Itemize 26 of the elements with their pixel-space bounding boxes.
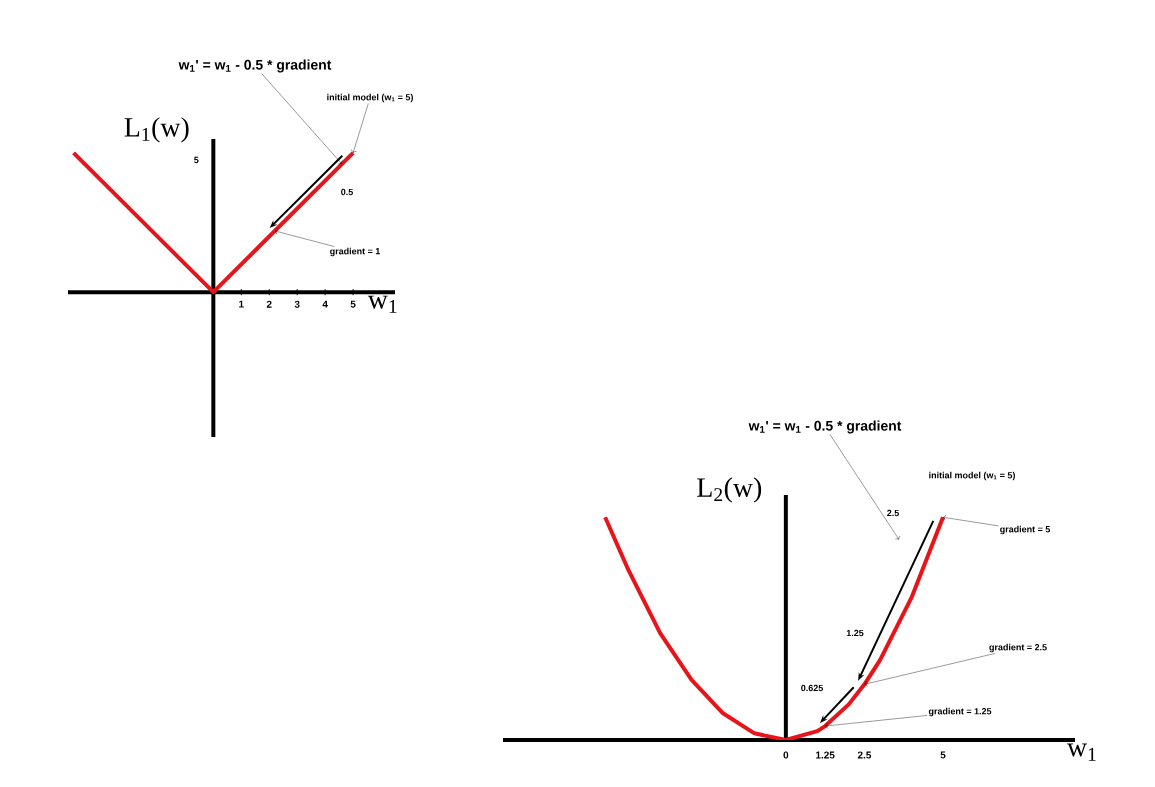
x-tick-label: 5 — [350, 300, 356, 308]
x-tick-label: 4 — [322, 300, 328, 308]
x-tick-label: 1.25 — [816, 751, 835, 759]
text: 2.5 — [887, 509, 899, 517]
text: w$_{1}$' = w$_{1}$ - 0.5 * gradient — [178, 59, 332, 73]
annotation: gradient = 5 — [1000, 525, 1051, 535]
annotation: 0.5 — [341, 188, 353, 196]
annotation: gradient = 2.5 — [989, 643, 1047, 653]
x-axis-title: w$_{1}$ — [1066, 743, 1096, 761]
x-tick-label: 1 — [239, 300, 244, 308]
annotation: gradient = 1 — [330, 247, 381, 257]
y-axis-title: L$_{1}$(w) — [124, 117, 189, 143]
annotation: 1.25 — [846, 629, 864, 637]
x-tick-label: 3 — [294, 300, 300, 308]
y-axis-title: L$_{2}$(w) — [697, 477, 762, 503]
x-tick-label: 5 — [940, 751, 946, 759]
annotation: gradient = 1.25 — [928, 707, 992, 717]
x-axis-title: w$_{1}$ — [367, 295, 397, 313]
annotation: 5 — [194, 156, 199, 164]
x-tick-label: 0 — [783, 751, 789, 759]
annotation: 0.625 — [801, 684, 823, 692]
x-tick-label: 2 — [266, 300, 272, 308]
x-tick-label: 2.5 — [857, 751, 872, 759]
text: initial model (w$_{1}$ = 5) — [929, 471, 1015, 481]
text: w$_{1}$' = w$_{1}$ - 0.5 * gradient — [748, 420, 902, 434]
annotation: initial model (w$_{1}$ = 5) — [327, 93, 413, 103]
